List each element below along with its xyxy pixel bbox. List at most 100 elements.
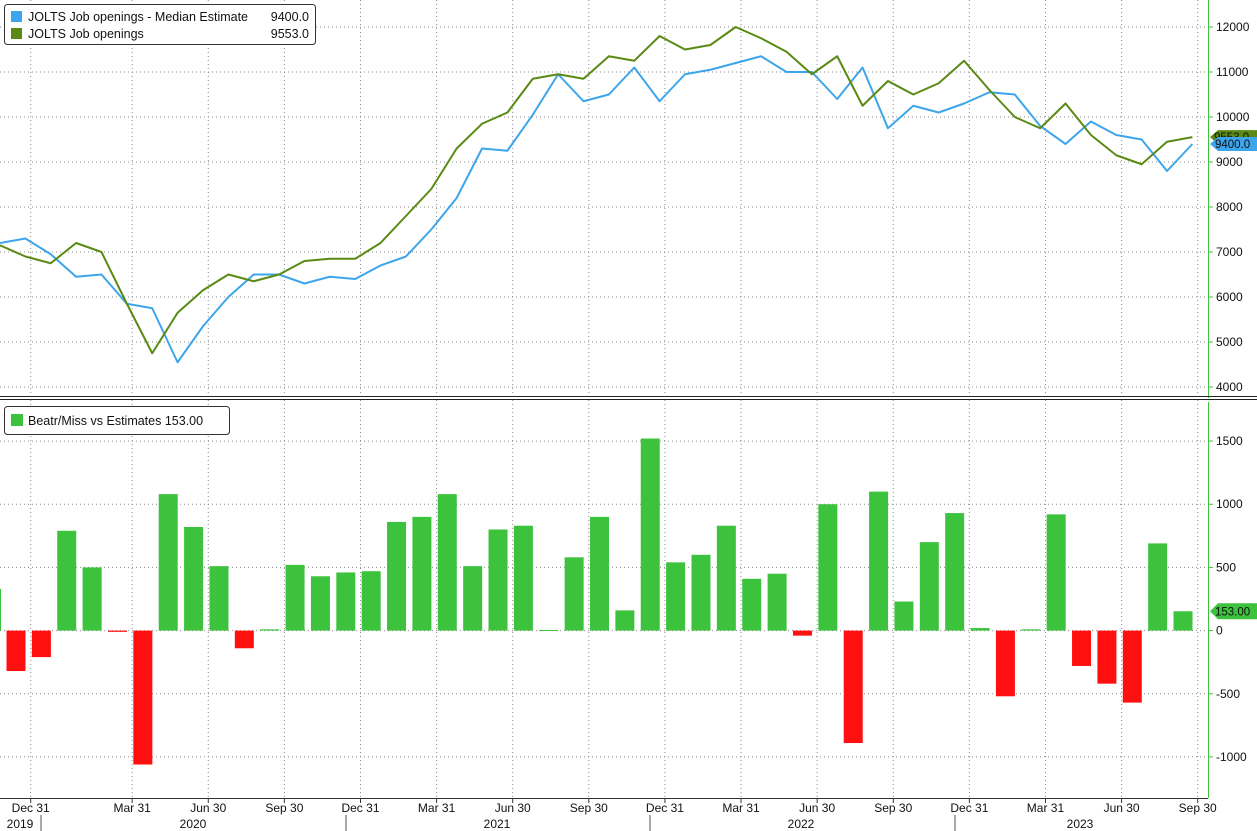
x-tick-label: Jun 30 <box>190 801 226 815</box>
beat-miss-bar <box>590 516 610 631</box>
beat-miss-bar <box>513 525 533 631</box>
x-tick-label: Sep 30 <box>265 801 303 815</box>
y-tick-label: 7000 <box>1216 245 1243 259</box>
beat-miss-bar <box>843 630 863 744</box>
beat-miss-bar <box>234 630 254 649</box>
beat-miss-bar <box>640 438 660 631</box>
x-tick-label: Jun 30 <box>799 801 835 815</box>
last-bar-tag <box>1210 603 1257 620</box>
x-tick-label: Sep 30 <box>874 801 912 815</box>
y-tick-label: 4000 <box>1216 380 1243 394</box>
legend-label-actual: JOLTS Job openings <box>28 27 144 41</box>
beat-miss-bar <box>1072 630 1092 666</box>
beat-miss-bar <box>869 491 889 631</box>
beat-miss-bar <box>716 525 736 631</box>
beat-miss-bar <box>31 630 51 658</box>
y-tick-label: 0 <box>1216 624 1223 638</box>
y-tick-label: 9000 <box>1216 155 1243 169</box>
beat-miss-bar <box>260 629 280 631</box>
beat-miss-bar <box>1021 629 1041 631</box>
beat-miss-bar <box>133 630 153 765</box>
beat-miss-bar <box>1148 543 1168 631</box>
beat-miss-bar <box>945 513 965 631</box>
y-tick-label: 5000 <box>1216 335 1243 349</box>
legend-swatch-beat-miss <box>11 414 23 426</box>
y-tick-label: 12000 <box>1216 20 1250 34</box>
beat-miss-bar <box>1173 611 1193 631</box>
beat-miss-bar <box>310 576 330 631</box>
x-tick-label: Dec 31 <box>950 801 988 815</box>
top-panel-grid <box>0 0 1208 396</box>
beat-miss-bar <box>691 554 711 631</box>
beat-miss-bar <box>1097 630 1117 684</box>
x-tick-label: Sep 30 <box>1179 801 1217 815</box>
last-estimate-value: 9400.0 <box>1215 139 1250 151</box>
beat-miss-bar <box>539 629 559 631</box>
beat-miss-bar <box>919 542 939 631</box>
beat-miss-bar <box>387 521 407 631</box>
y-tick-label: -1000 <box>1216 750 1247 764</box>
year-label: 2019 <box>7 817 34 831</box>
x-tick-label: Mar 31 <box>722 801 760 815</box>
legend-swatch-estimate <box>11 11 22 22</box>
beat-miss-bar <box>107 630 127 632</box>
y-tick-label: 1500 <box>1216 434 1243 448</box>
beat-miss-bar <box>437 494 457 631</box>
axes-frame <box>0 0 1257 799</box>
beat-miss-bar <box>412 516 432 631</box>
x-tick-label: Dec 31 <box>341 801 379 815</box>
legend-swatch-actual <box>11 28 22 39</box>
beat-miss-bar <box>818 504 838 631</box>
beat-miss-bar <box>361 571 381 631</box>
beat-miss-bar <box>666 562 686 631</box>
y-tick-label: 6000 <box>1216 290 1243 304</box>
legend-value-estimate: 9400.0 <box>271 10 309 24</box>
beat-miss-bar <box>158 494 178 631</box>
x-tick-label: Mar 31 <box>418 801 456 815</box>
x-tick-label: Dec 31 <box>12 801 50 815</box>
beat-miss-bar <box>767 573 787 631</box>
beat-miss-bar <box>1122 630 1142 703</box>
year-label: 2021 <box>484 817 511 831</box>
beat-miss-bar <box>970 628 990 631</box>
top-y-axis: 4000 5000 6000 7000 8000 9000 10000 11000 12000 <box>1208 20 1250 394</box>
beat-miss-bar <box>0 588 1 631</box>
estimate-line <box>0 55 1194 364</box>
y-tick-label: 1000 <box>1216 497 1243 511</box>
beat-miss-bar <box>742 578 762 631</box>
x-tick-label: Dec 31 <box>646 801 684 815</box>
last-bar-value: 153.00 <box>1215 606 1250 618</box>
legend-label-estimate: JOLTS Job openings - Median Estimate <box>28 10 248 24</box>
y-tick-label: -500 <box>1216 687 1240 701</box>
beat-miss-bar <box>184 526 204 631</box>
beat-miss-bar <box>82 567 102 631</box>
beat-miss-bar <box>336 572 356 631</box>
beat-miss-bar <box>57 530 77 631</box>
y-tick-label: 500 <box>1216 560 1236 574</box>
year-label: 2023 <box>1067 817 1094 831</box>
beat-miss-bar <box>1046 514 1066 631</box>
beat-miss-bar <box>209 566 229 631</box>
beat-miss-bar <box>615 610 635 631</box>
x-tick-label: Jun 30 <box>1104 801 1140 815</box>
y-tick-label: 8000 <box>1216 200 1243 214</box>
beat-miss-bar <box>894 601 914 631</box>
beat-miss-bar <box>564 557 584 631</box>
beat-miss-bar <box>995 630 1015 697</box>
beat-miss-bar <box>488 529 508 631</box>
year-label: 2022 <box>788 817 815 831</box>
x-tick-label: Mar 31 <box>113 801 151 815</box>
bottom-y-axis: -1000 -500 0 500 1000 1500 <box>1208 434 1247 764</box>
legend-label-beat-miss: Beatr/Miss vs Estimates 153.00 <box>28 414 203 428</box>
last-estimate-tag <box>1210 137 1257 151</box>
legend-value-actual: 9553.0 <box>271 27 309 41</box>
bottom-panel-bars <box>0 438 1193 765</box>
x-axis: Dec 31 Mar 31 Jun 30 Sep 30 Dec 31 Mar 31 Jun … <box>7 798 1217 831</box>
top-legend: JOLTS Job openings - Median Estimate 940… <box>4 4 316 45</box>
y-tick-label: 10000 <box>1216 110 1250 124</box>
y-tick-label: 11000 <box>1216 65 1249 79</box>
year-label: 2020 <box>180 817 207 831</box>
beat-miss-bar <box>285 564 305 631</box>
